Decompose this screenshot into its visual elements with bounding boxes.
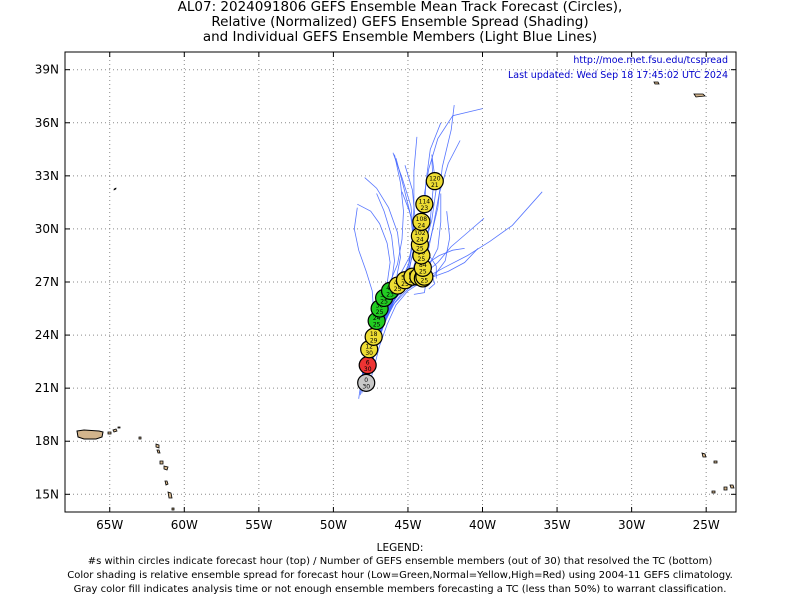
bermuda-land	[113, 187, 117, 191]
forecast-hour-label: 0	[364, 377, 368, 384]
mean-track-circle	[425, 172, 444, 191]
source-url[interactable]: http://moe.met.fsu.edu/tcspread	[573, 55, 728, 66]
last-updated: Last updated: Wed Sep 18 17:45:02 UTC 20…	[508, 70, 728, 81]
member-count-label: 24	[418, 222, 426, 229]
member-track-line	[367, 211, 451, 391]
member-count-label: 30	[365, 350, 373, 357]
x-tick-label: 35W	[543, 518, 570, 532]
chart-title: AL07: 2024091806 GEFS Ensemble Mean Trac…	[0, 0, 800, 45]
member-count-label: 25	[418, 256, 426, 263]
member-count-label: 25	[419, 268, 427, 275]
puerto-rico-land	[76, 429, 104, 440]
y-tick-label: 27N	[35, 275, 59, 289]
member-count-label: 23	[421, 205, 429, 212]
title-line-3: and Individual GEFS Ensemble Members (Li…	[202, 29, 598, 45]
legend-line-2: Color shading is relative ensemble sprea…	[67, 570, 733, 581]
forecast-hour-label: 102	[414, 230, 426, 237]
forecast-hour-label: 114	[419, 198, 431, 205]
forecast-hour-label: 108	[416, 216, 428, 223]
y-tick-label: 15N	[35, 487, 59, 501]
member-count-label: 24	[416, 237, 424, 244]
y-tick-label: 18N	[35, 434, 59, 448]
x-tick-label: 40W	[469, 518, 496, 532]
mean-track-point: 630	[358, 356, 377, 375]
y-axis-ticks: 15N 18N 21N 24N 27N 30N 33N 36N 39N	[35, 63, 736, 501]
x-axis-ticks: 65W 60W 55W 50W 45W 40W 35W 30W 25W	[96, 52, 720, 532]
legend: LEGEND: #s within circles indicate forec…	[0, 541, 800, 597]
member-count-label: 25	[380, 299, 388, 306]
mean-track-circle	[412, 212, 431, 231]
member-count-label: 23	[386, 291, 394, 298]
x-tick-label: 65W	[96, 518, 123, 532]
y-tick-label: 30N	[35, 222, 59, 236]
forecast-hour-label: 24	[373, 315, 381, 322]
y-tick-label: 21N	[35, 381, 59, 395]
x-tick-label: 45W	[394, 518, 421, 532]
member-count-label: 30	[362, 383, 370, 390]
virgin-islands-land	[107, 426, 121, 435]
member-count-label: 29	[370, 337, 378, 344]
member-count-label: 25	[421, 277, 429, 284]
member-count-label: 25	[373, 322, 381, 329]
member-count-label: 25	[401, 281, 409, 288]
forecast-hour-label: 120	[429, 175, 441, 182]
grid-lines	[65, 52, 736, 512]
forecast-hour-label: 12	[365, 343, 373, 350]
member-count-label: 25	[394, 286, 402, 293]
legend-title: LEGEND:	[376, 542, 424, 554]
forecast-hour-label: 18	[370, 331, 378, 338]
y-tick-label: 36N	[35, 116, 59, 130]
title-line-2: Relative (Normalized) GEFS Ensemble Spre…	[211, 14, 589, 30]
y-tick-label: 39N	[35, 63, 59, 77]
legend-line-3: Gray color fill indicates analysis time …	[73, 584, 727, 595]
forecast-hour-label: 84	[419, 262, 427, 269]
azores-land	[653, 81, 735, 494]
mean-track-circle	[415, 195, 434, 214]
x-tick-label: 50W	[320, 518, 347, 532]
member-count-label: 25	[376, 309, 384, 316]
y-tick-label: 33N	[35, 169, 59, 183]
y-tick-label: 24N	[35, 328, 59, 342]
x-tick-label: 30W	[618, 518, 645, 532]
forecast-hour-label: 30	[376, 303, 384, 310]
lesser-antilles-land	[138, 436, 175, 511]
x-tick-label: 60W	[171, 518, 198, 532]
legend-line-1: #s within circles indicate forecast hour…	[87, 556, 713, 567]
mean-track-circle	[357, 373, 376, 392]
x-tick-label: 25W	[693, 518, 720, 532]
forecast-hour-label: 6	[366, 359, 370, 366]
member-count-label: 21	[431, 182, 439, 189]
title-line-1: AL07: 2024091806 GEFS Ensemble Mean Trac…	[177, 0, 623, 15]
landmasses	[76, 81, 735, 511]
member-count-label: 25	[416, 245, 424, 252]
mean-track-circles: 0306301230182924253025362542234825542560…	[357, 172, 444, 392]
mean-track-point: 030	[357, 373, 376, 392]
member-count-label: 30	[364, 366, 372, 373]
x-tick-label: 55W	[245, 518, 272, 532]
